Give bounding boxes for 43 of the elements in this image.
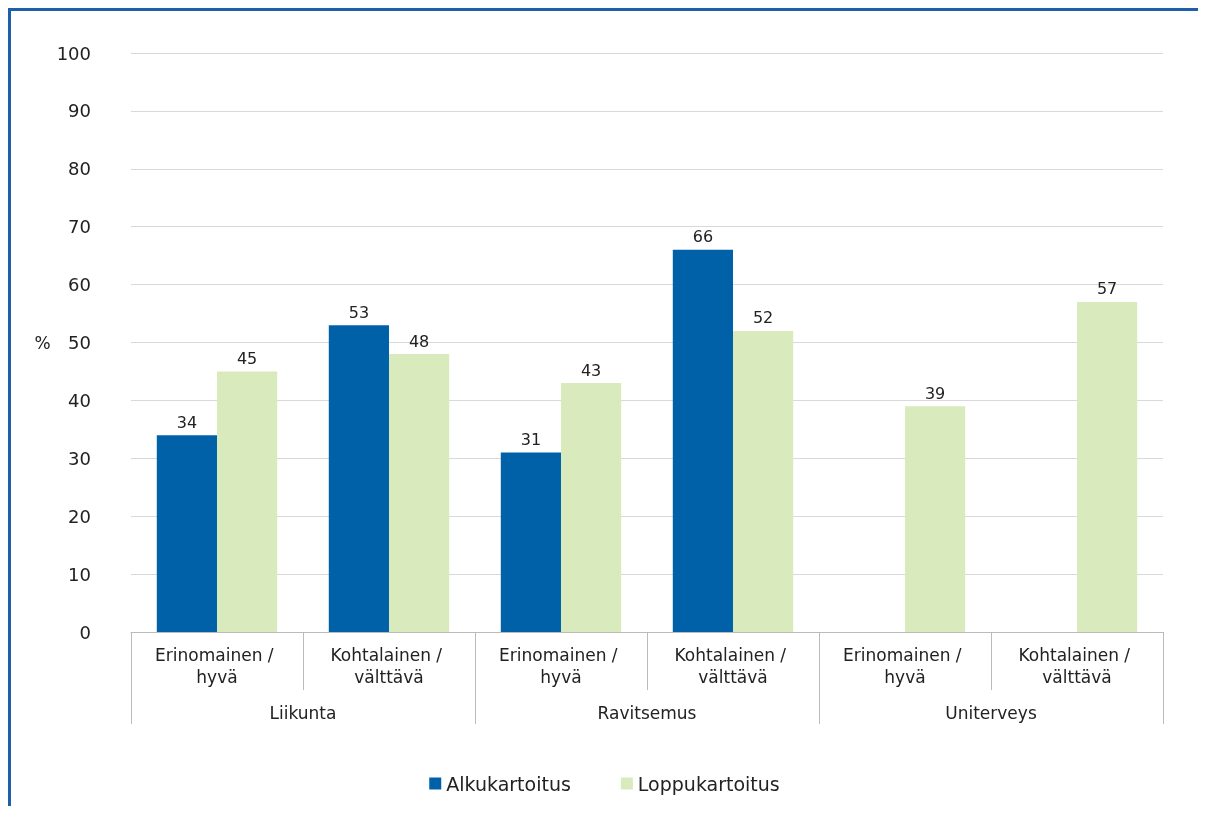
y-axis-title: % (34, 332, 51, 353)
y-tick-label: 90 (68, 100, 91, 122)
data-label: 48 (408, 331, 430, 351)
bar (328, 325, 389, 632)
text: Liikunta (269, 702, 337, 723)
data-label: 52 (752, 308, 774, 328)
data-label: 31 (520, 430, 542, 450)
y-tick-label: 40 (68, 389, 91, 411)
x-tick-label: Erinomainen / hyvä (155, 645, 279, 687)
x-tick-label: Kohtalainen / välttävä (330, 645, 448, 687)
bar (1077, 301, 1138, 632)
data-label: 53 (348, 302, 370, 322)
data-label: 39 (924, 383, 946, 403)
bar (672, 249, 733, 632)
x-tick-label: Kohtalainen / välttävä (674, 645, 792, 687)
bar (561, 383, 622, 632)
bar (733, 330, 794, 632)
y-tick-label: 0 (79, 621, 91, 643)
bar (389, 354, 450, 632)
y-tick-label: 30 (68, 447, 91, 469)
bar (156, 435, 217, 632)
bar (500, 452, 561, 632)
data-label: 66 (692, 227, 714, 247)
y-tick-label: 80 (68, 158, 91, 180)
x-tick-label: Erinomainen / hyvä (843, 645, 967, 687)
data-label: 57 (1096, 279, 1118, 299)
y-tick-label: 50 (68, 332, 91, 353)
legend-label: Loppukartoitus (637, 772, 780, 795)
data-label: 43 (580, 360, 602, 380)
data-label: 34 (176, 412, 198, 432)
text: Ravitsemus (597, 702, 697, 723)
y-tick-label: 60 (68, 274, 91, 296)
bar (217, 371, 278, 632)
y-tick-label: 70 (68, 216, 91, 238)
legend-label: Alkukartoitus (446, 772, 571, 795)
x-tick-label: Erinomainen / hyvä (499, 645, 623, 687)
y-tick-label: 10 (68, 563, 91, 585)
y-tick-label: 100 (56, 42, 91, 64)
data-label: 45 (236, 348, 258, 368)
bar (905, 406, 966, 632)
y-tick-label: 20 (68, 505, 91, 527)
text: Uniterveys (945, 702, 1037, 723)
x-tick-label: Kohtalainen / välttävä (1018, 645, 1136, 687)
